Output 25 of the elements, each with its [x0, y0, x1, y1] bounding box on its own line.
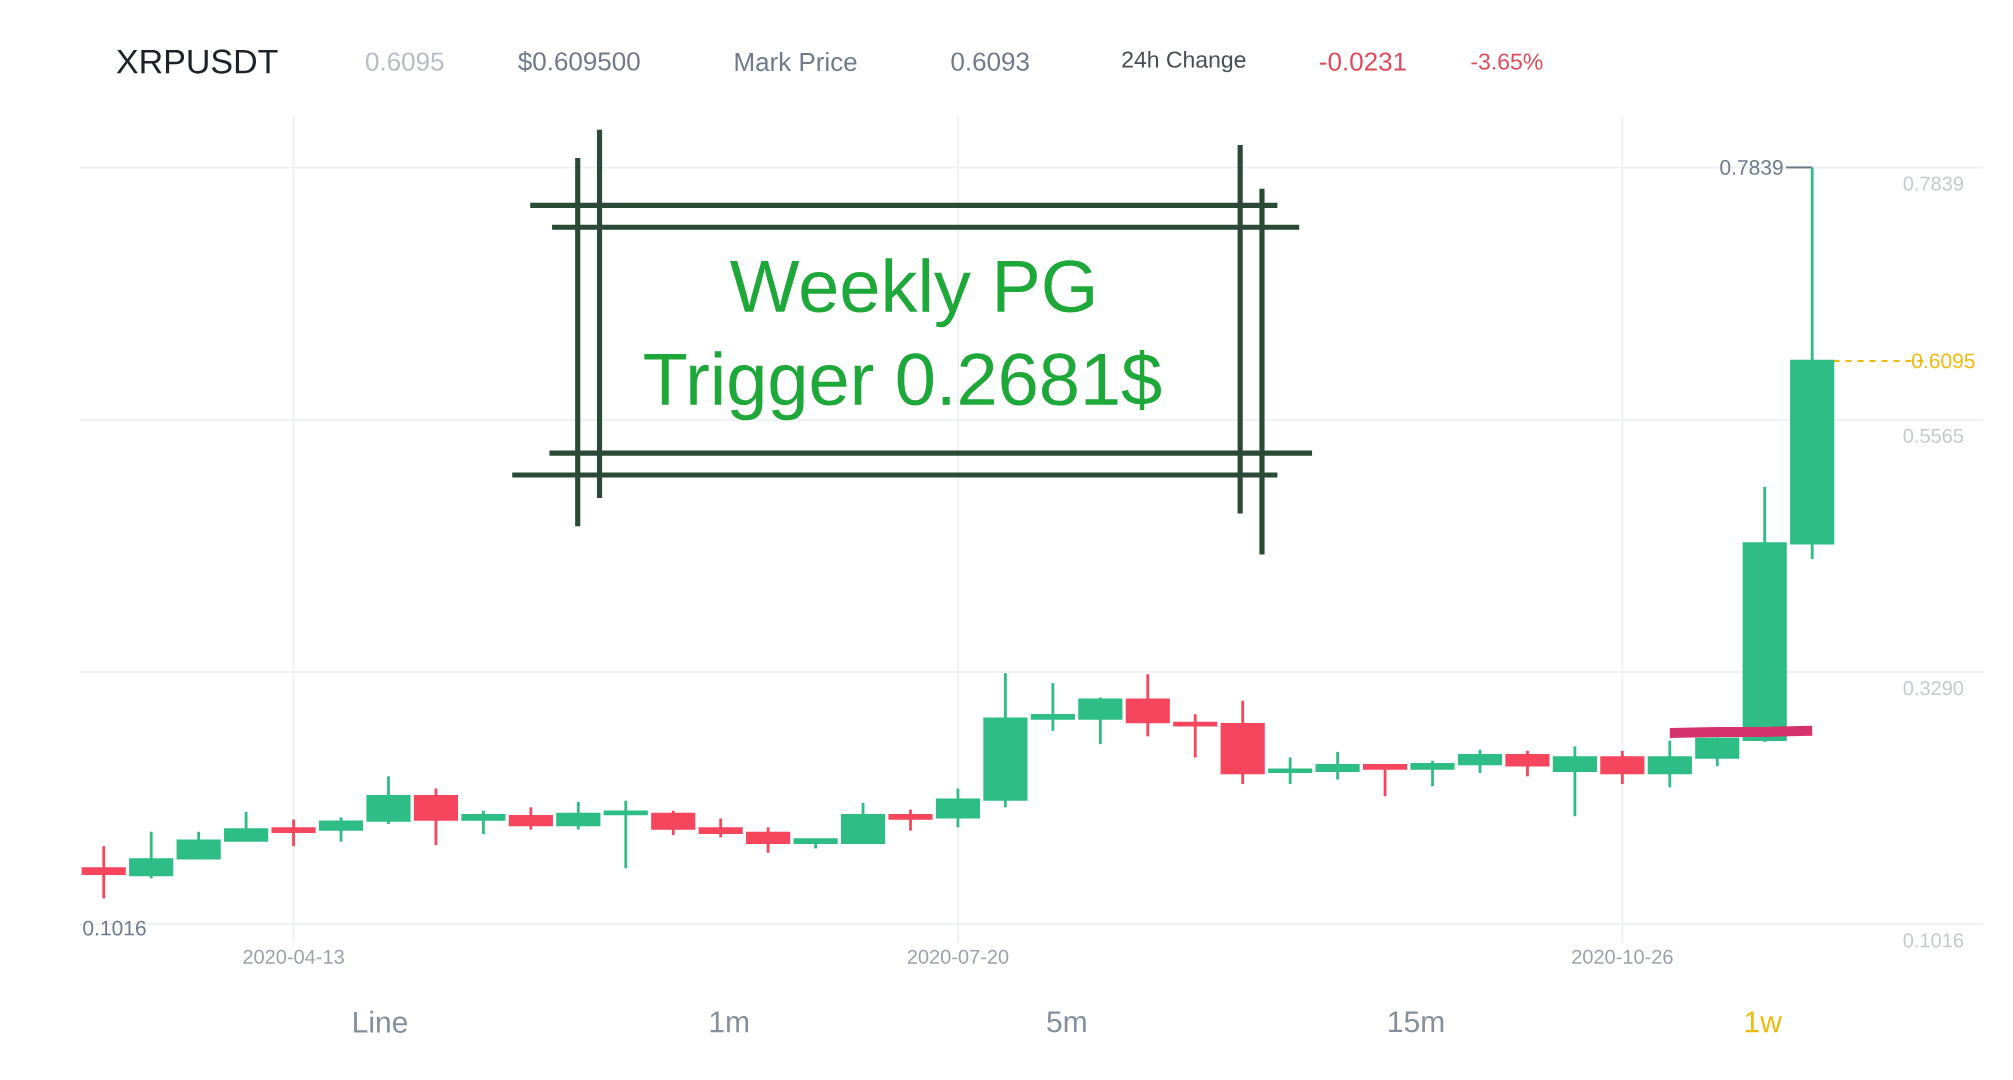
annotation: Weekly PG: [730, 258, 1093, 328]
text: -3.65%: [1471, 53, 1543, 70]
ref-line-label: 0.6095: [1912, 353, 1975, 369]
x-tick-label: 2020-10-26: [1572, 949, 1673, 964]
text: 5m: [1047, 1011, 1086, 1033]
y-tick-label: 0.5565: [1903, 428, 1964, 443]
text: Line: [354, 1010, 408, 1033]
annotation: 0.1016: [83, 920, 146, 936]
y-tick-label: 0.3290: [1903, 681, 1964, 696]
text: 0.6095: [366, 52, 444, 71]
text: 15m: [1389, 1011, 1444, 1033]
y-tick-label: 0.1016: [1903, 933, 1964, 948]
x-tick-label: 2020-07-20: [907, 949, 1009, 964]
text: 24h Change: [1122, 50, 1246, 73]
text: -0.0231: [1320, 52, 1406, 71]
text: 0.6093: [951, 52, 1029, 71]
text: 1w: [1745, 1011, 1782, 1033]
annotation: Trigger 0.2681$: [644, 350, 1162, 421]
annotation: 0.7839: [1720, 160, 1783, 175]
y-tick-label: 0.7839: [1903, 176, 1964, 191]
text: 1m: [710, 1011, 749, 1033]
text: Mark Price: [735, 52, 857, 72]
chart-title: XRPUSDT: [116, 49, 278, 74]
x-tick-label: 2020-04-13: [243, 949, 344, 964]
text: $0.609500: [518, 51, 640, 73]
